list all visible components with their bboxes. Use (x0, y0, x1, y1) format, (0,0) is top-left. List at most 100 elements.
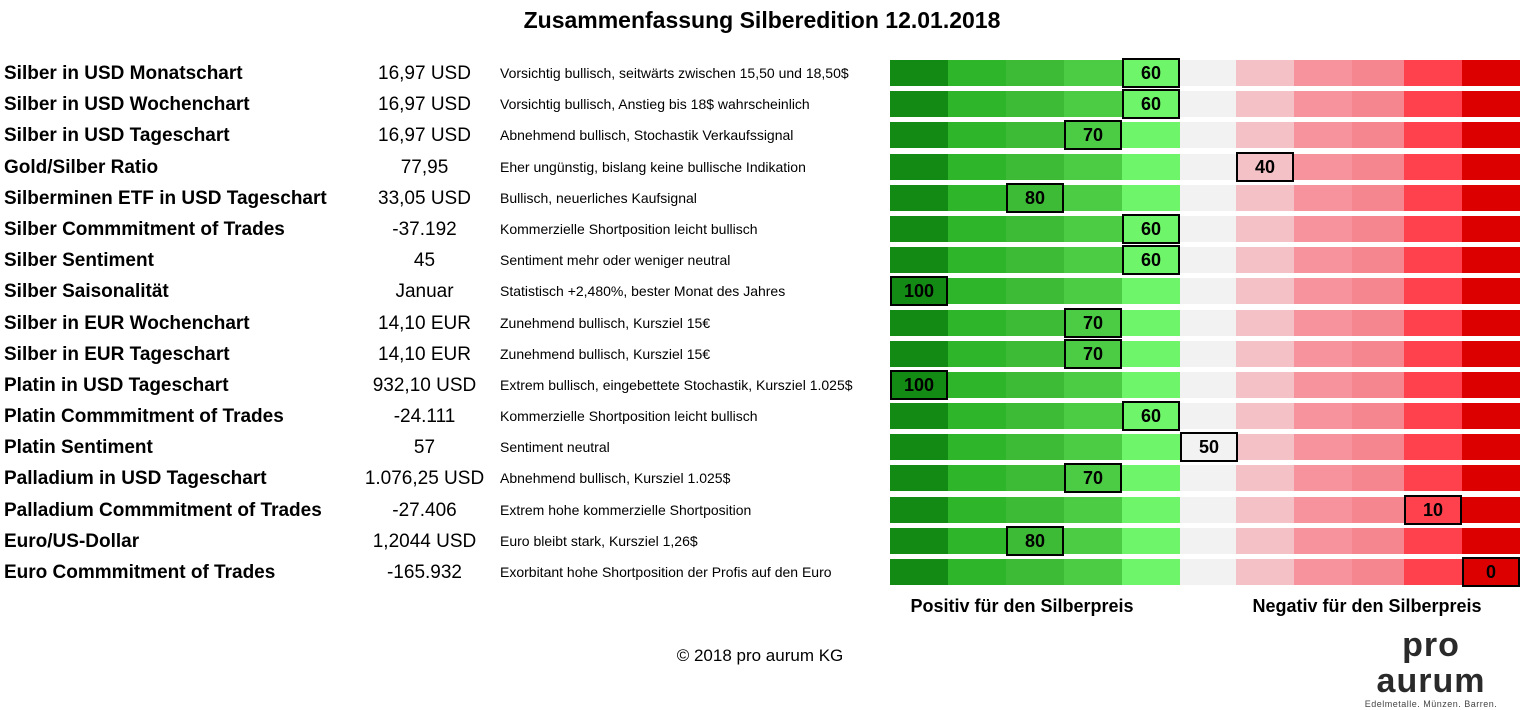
scale-segment (1180, 559, 1236, 585)
scale-segment (1122, 309, 1180, 336)
scale-segment (1352, 153, 1404, 180)
score-scale: 80 (890, 182, 1520, 213)
scale-segment (1462, 371, 1520, 398)
scale-segment (1294, 60, 1352, 86)
scale-segment (1236, 465, 1294, 492)
scale-segment (1352, 559, 1404, 585)
scale-segment (890, 91, 948, 118)
scale-segment (1352, 215, 1404, 242)
scale-segment (1122, 153, 1180, 180)
row-comment: Extrem hohe kommerzielle Shortposition (500, 501, 752, 518)
scale-segment (1294, 91, 1352, 118)
table-row: Silber Sentiment 45 Sentiment mehr oder we… (0, 245, 1524, 276)
scale-segment (1064, 247, 1122, 274)
scale-segment (1462, 496, 1520, 523)
score-marker: 70 (1064, 120, 1122, 151)
table-row: Silber in EUR Tageschart 14,10 EUR Zunehme… (0, 338, 1524, 370)
scale-segment (1404, 371, 1462, 398)
score-marker: 70 (1064, 338, 1122, 369)
scale-segment (1236, 371, 1294, 398)
scale-segment (1294, 434, 1352, 461)
scale-segment (1294, 496, 1352, 523)
table-row: Palladium in USD Tageschart 1.076,25 USD A… (0, 463, 1524, 494)
scale-segment (890, 122, 948, 149)
scale-segment (1236, 309, 1294, 336)
table-row: Silber in USD Wochenchart 16,97 USD Vorsic… (0, 89, 1524, 120)
row-label: Platin Commmitment of Trades (4, 406, 284, 428)
row-label: Silber in USD Tageschart (4, 125, 230, 147)
scale-segment (890, 340, 948, 367)
logo-tagline: Edelmetalle. Münzen. Barren. (1364, 699, 1498, 709)
row-comment: Sentiment mehr oder weniger neutral (500, 252, 731, 269)
scale-segment (1122, 371, 1180, 398)
row-value: 16,97 USD (378, 125, 471, 147)
row-value: 33,05 USD (378, 187, 471, 209)
scale-segment (1180, 371, 1236, 398)
scale-segment (1064, 403, 1122, 430)
scale-segment (1122, 527, 1180, 554)
scale-segment (1122, 184, 1180, 211)
scale-segment (1006, 215, 1064, 242)
scale-segment (948, 153, 1006, 180)
row-label: Palladium in USD Tageschart (4, 468, 267, 490)
row-comment: Extrem bullisch, eingebettete Stochastik… (500, 376, 853, 393)
table-row: Platin Commmitment of Trades -24.111 Komme… (0, 401, 1524, 432)
row-value: 45 (413, 250, 436, 272)
row-comment: Statistisch +2,480%, bester Monat des Ja… (500, 283, 786, 300)
scale-segment (1064, 496, 1122, 523)
score-marker: 100 (890, 369, 948, 400)
row-label: Silber in EUR Wochenchart (4, 312, 250, 334)
scale-segment (1462, 434, 1520, 461)
scale-segment (1236, 496, 1294, 523)
row-label: Gold/Silber Ratio (4, 156, 159, 178)
scale-segment (1352, 309, 1404, 336)
scale-segment (1294, 122, 1352, 149)
scale-segment (1006, 309, 1064, 336)
scale-segment (948, 434, 1006, 461)
scale-segment (948, 122, 1006, 149)
scale-segment (1064, 559, 1122, 585)
scale-segment (1006, 559, 1064, 585)
row-comment: Sentiment neutral (500, 439, 610, 456)
scale-segment (890, 153, 948, 180)
row-value: 77,95 (400, 156, 449, 178)
scale-segment (1236, 247, 1294, 274)
score-marker: 70 (1064, 463, 1122, 494)
score-marker: 60 (1122, 245, 1180, 276)
row-comment: Kommerzielle Shortposition leicht bullis… (500, 408, 758, 425)
scale-segment (1462, 184, 1520, 211)
row-comment: Abnehmend bullisch, Kursziel 1.025$ (500, 470, 731, 487)
scale-segment (890, 247, 948, 274)
row-label: Euro Commmitment of Trades (4, 562, 276, 583)
score-scale: 70 (890, 120, 1520, 151)
scale-segment (948, 247, 1006, 274)
scale-segment (948, 91, 1006, 118)
table-row: Platin in USD Tageschart 932,10 USD Extrem… (0, 369, 1524, 401)
scale-segment (1236, 340, 1294, 367)
scale-segment (1294, 247, 1352, 274)
scale-segment (1236, 527, 1294, 554)
scale-segment (1064, 215, 1122, 242)
scale-segment (1462, 215, 1520, 242)
row-comment: Bullisch, neuerliches Kaufsignal (500, 189, 697, 206)
scale-segment (1294, 184, 1352, 211)
scale-segment (1006, 465, 1064, 492)
scale-segment (1294, 309, 1352, 336)
scale-segment (1006, 91, 1064, 118)
scale-segment (1462, 91, 1520, 118)
chart-title: Zusammenfassung Silberedition 12.01.2018 (523, 7, 1001, 33)
scale-segment (1404, 215, 1462, 242)
score-marker: 60 (1122, 89, 1180, 120)
row-value: 16,97 USD (378, 63, 471, 84)
scale-segment (1294, 278, 1352, 305)
row-label: Silber Sentiment (4, 250, 154, 272)
score-marker: 80 (1006, 182, 1064, 213)
scale-segment (1462, 465, 1520, 492)
score-marker: 40 (1236, 151, 1294, 182)
scale-segment (1462, 309, 1520, 336)
logo-name: pro aurum (1376, 626, 1486, 700)
scale-segment (948, 340, 1006, 367)
row-comment: Eher ungünstig, bislang keine bullische … (500, 158, 806, 175)
table-row: Silber Commmitment of Trades -37.192 Komme… (0, 213, 1524, 245)
scale-segment (890, 496, 948, 523)
